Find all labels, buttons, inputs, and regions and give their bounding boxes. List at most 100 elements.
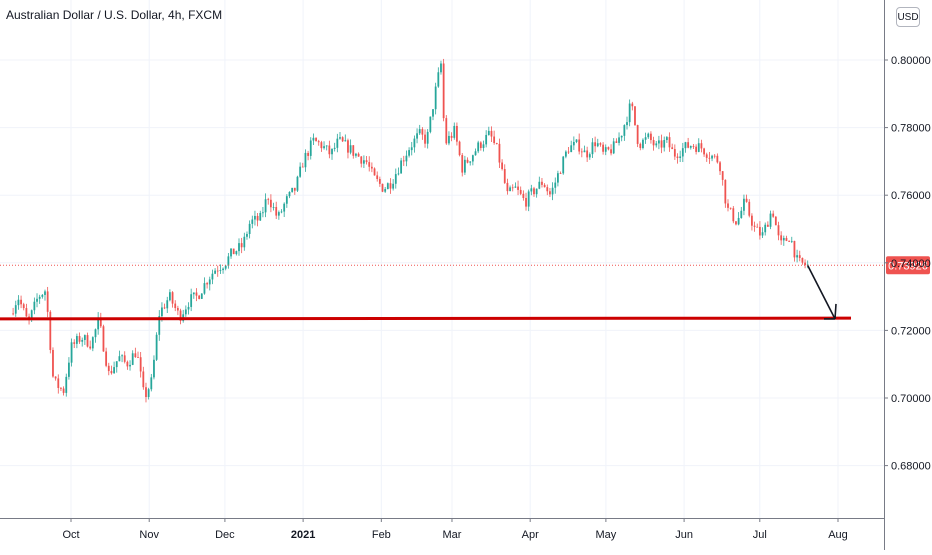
candle-body — [389, 183, 392, 189]
candle-body — [719, 162, 721, 172]
candle-body — [551, 187, 554, 195]
candle-body — [41, 294, 44, 297]
candle-body — [97, 317, 100, 330]
candle-body — [235, 251, 238, 255]
candle-body — [782, 237, 785, 241]
candle-body — [743, 198, 745, 211]
candle-body — [612, 141, 615, 154]
candle-body — [440, 63, 442, 73]
candle-body — [790, 240, 793, 242]
candle-body — [381, 183, 384, 192]
candle-body — [12, 313, 15, 315]
candle-body — [248, 223, 251, 234]
candle-body — [262, 212, 264, 214]
candle-body — [724, 179, 727, 204]
candle-body — [697, 143, 700, 152]
candle-body — [469, 161, 472, 163]
candle-body — [657, 140, 660, 144]
candle-body — [349, 145, 352, 153]
candle-body — [692, 145, 695, 147]
candle-body — [373, 168, 376, 176]
candle-body — [506, 182, 509, 192]
overlay-layer: 0.73926 — [0, 256, 930, 321]
candle-body — [155, 334, 158, 360]
candle-body — [474, 151, 477, 156]
candle-body — [315, 137, 317, 142]
candle-body — [650, 133, 652, 141]
candle-body — [777, 225, 780, 236]
candle-body — [623, 125, 626, 136]
candle-body — [336, 138, 339, 148]
candle-body — [158, 316, 161, 335]
candle-body — [224, 265, 227, 269]
candle-body — [52, 349, 54, 377]
candle-body — [761, 232, 764, 236]
candle-body — [557, 173, 559, 183]
candle-body — [75, 336, 78, 344]
projection-arrow[interactable] — [807, 265, 836, 320]
candle-body — [684, 142, 687, 149]
candle-body — [352, 145, 355, 156]
candle-body — [65, 376, 68, 393]
last-price-tag — [886, 256, 930, 275]
candle-body — [86, 335, 89, 347]
candle-body — [73, 342, 76, 344]
x-tick-label: Dec — [215, 529, 235, 541]
candle-body — [333, 147, 336, 149]
candle-body — [559, 173, 562, 175]
candle-body — [115, 361, 118, 368]
candle-body — [54, 376, 57, 379]
candle-body — [200, 293, 203, 299]
candle-body — [25, 308, 28, 317]
candle-body — [432, 109, 434, 117]
candle-body — [216, 270, 219, 272]
candle-body — [137, 357, 139, 358]
candle-body — [198, 295, 201, 299]
currency-button[interactable]: USD — [896, 7, 920, 27]
candle-body — [62, 388, 65, 393]
candle-body — [554, 182, 557, 188]
y-tick-label: 0.80000 — [891, 55, 931, 67]
candle-body — [370, 166, 373, 169]
candle-body — [735, 221, 737, 225]
candle-body — [517, 186, 519, 190]
candle-body — [113, 367, 115, 374]
candle-body — [583, 150, 586, 153]
candle-body — [628, 103, 631, 123]
candle-body — [703, 148, 705, 155]
candle-body — [610, 149, 612, 154]
candle-body — [410, 147, 413, 151]
candle-body — [594, 142, 597, 147]
candle-body — [83, 335, 86, 340]
candle-body — [721, 171, 724, 180]
candle-body — [525, 197, 527, 207]
x-tick-label: Nov — [139, 529, 159, 541]
candle-body — [254, 215, 256, 220]
candle-body — [758, 226, 761, 236]
candle-body — [57, 378, 60, 388]
candle-body — [487, 130, 490, 135]
candle-body — [766, 224, 769, 227]
candle-body — [365, 160, 368, 163]
candle-body — [323, 146, 325, 149]
candle-body — [264, 199, 267, 213]
y-tick-label: 0.68000 — [891, 461, 931, 473]
candle-body — [355, 153, 357, 156]
candle-body — [134, 353, 137, 358]
support-line[interactable] — [0, 316, 852, 321]
x-tick-label: 2021 — [291, 529, 315, 541]
candle-body — [192, 292, 195, 295]
candle-body — [798, 255, 801, 258]
candle-body — [716, 155, 719, 163]
chart-title: Australian Dollar / U.S. Dollar, 4h, FXC… — [6, 8, 223, 22]
candle-body — [408, 150, 410, 156]
candle-body — [631, 103, 634, 107]
candle-body — [344, 140, 347, 142]
candle-body — [546, 187, 549, 192]
candle-body — [639, 143, 642, 149]
candle-body — [708, 157, 711, 159]
candle-body — [301, 166, 304, 168]
candle-body — [267, 199, 270, 201]
